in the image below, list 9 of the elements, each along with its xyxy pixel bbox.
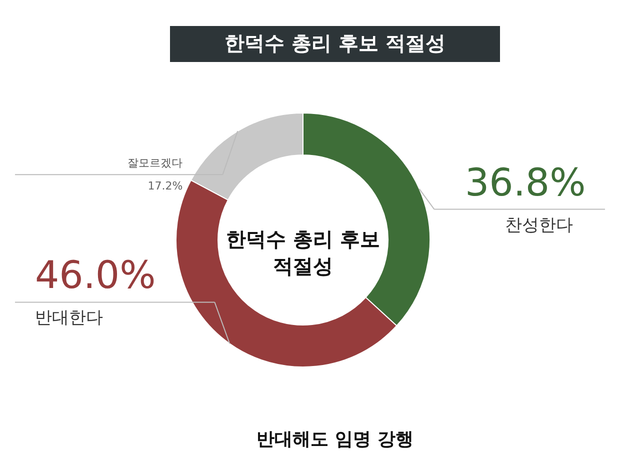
- data-label: 46.0%: [35, 253, 156, 298]
- slice-label: 반대한다: [35, 308, 103, 328]
- data-label: 36.8%: [465, 160, 586, 204]
- slice-label: 잘모르겠다: [128, 156, 183, 170]
- text: 한덕수 총리 후보 적절성: [226, 227, 380, 278]
- text: 반대해도 임명 강행: [256, 429, 414, 450]
- chart-title: 한덕수 총리 후보 적절성: [224, 31, 446, 55]
- slice-label: 찬성한다: [505, 215, 573, 236]
- data-label: 17.2%: [148, 180, 183, 193]
